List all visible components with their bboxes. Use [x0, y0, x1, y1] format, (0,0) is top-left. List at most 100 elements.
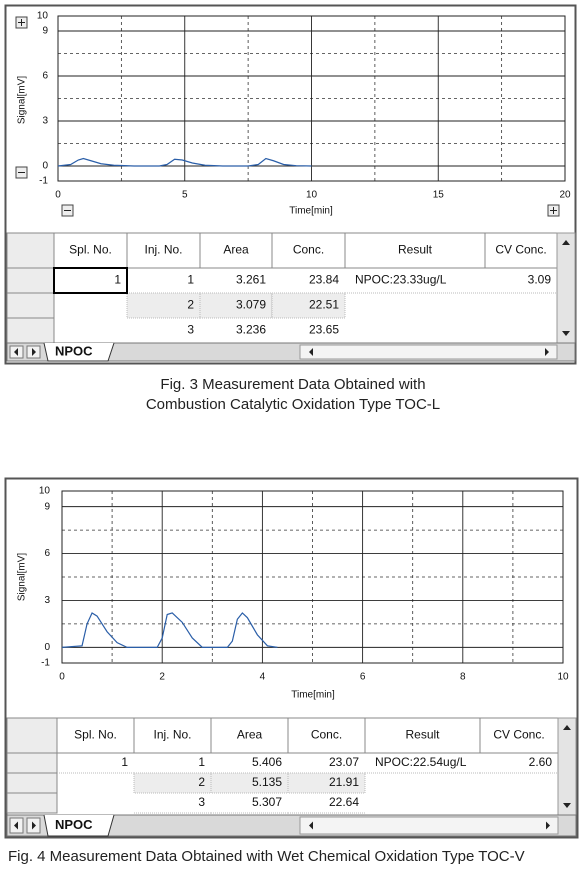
- y-tick-label: 10: [37, 11, 49, 22]
- header-text: Conc.: [311, 728, 342, 742]
- cell-text: 22.64: [329, 795, 359, 809]
- tab[interactable]: [43, 342, 115, 362]
- header-text: Spl. No.: [74, 728, 117, 742]
- x-tick-label: 0: [59, 672, 65, 683]
- cell-text: NPOC:23.33ug/L: [355, 273, 447, 287]
- cell-text: 23.65: [309, 323, 339, 337]
- header-text: Area: [223, 243, 249, 257]
- cell-text: 21.91: [329, 775, 359, 789]
- y-tick-label: 6: [44, 548, 50, 559]
- y-tick-label: 3: [42, 116, 48, 127]
- shaded-cell: [199, 292, 273, 319]
- scroll-left[interactable]: [309, 821, 313, 830]
- row-header-column: [6, 232, 55, 344]
- y-tick-label: -1: [41, 658, 50, 669]
- x-tick-label: 10: [306, 190, 318, 201]
- zoom-in-y[interactable]: [15, 16, 28, 29]
- cell-text: 3: [187, 323, 194, 337]
- cell-text: 23.84: [309, 273, 339, 287]
- header-cell: [53, 232, 128, 269]
- header-cell: [287, 717, 366, 754]
- zoom-out-y[interactable]: [15, 166, 28, 179]
- x-axis-title: Time[min]: [289, 206, 333, 217]
- x-tick-label: 2: [159, 672, 165, 683]
- y-tick-label: 10: [39, 486, 51, 497]
- caption: Fig. 3 Measurement Data Obtained with: [160, 376, 425, 393]
- x-axis-title: Time[min]: [291, 690, 335, 701]
- scroll-down[interactable]: [563, 803, 571, 808]
- y-tick-label: 9: [42, 26, 48, 37]
- y-tick-label: 0: [44, 642, 50, 653]
- cell-text: NPOC:22.54ug/L: [375, 755, 467, 769]
- x-tick-label: 15: [433, 190, 445, 201]
- vertical-scrollbar[interactable]: [556, 232, 576, 344]
- tab-nav-arrow: [32, 348, 36, 356]
- scroll-left[interactable]: [309, 348, 313, 356]
- cell-text: 3.261: [236, 273, 266, 287]
- cell-text: 2.60: [529, 755, 553, 769]
- tab-nav-arrow: [14, 821, 18, 830]
- cell-text: 5.135: [252, 775, 282, 789]
- selected-cell: [53, 267, 128, 294]
- x-tick-label: 5: [182, 190, 188, 201]
- scroll-down[interactable]: [562, 331, 570, 336]
- x-tick-label: 4: [260, 672, 266, 683]
- cell-text: 3.09: [528, 273, 552, 287]
- cell-text: 3.236: [236, 323, 266, 337]
- signal-line: [61, 612, 278, 648]
- y-axis-title: Signal[mV]: [17, 76, 28, 125]
- header-text: Area: [237, 728, 263, 742]
- zoom-out-x[interactable]: [61, 204, 74, 217]
- header-cell: [484, 232, 558, 269]
- vertical-scrollbar[interactable]: [557, 717, 577, 816]
- cell-text: 22.51: [309, 298, 339, 312]
- shaded-cell: [271, 292, 346, 319]
- header-cell: [479, 717, 559, 754]
- y-tick-label: 6: [42, 71, 48, 82]
- scroll-right[interactable]: [546, 821, 550, 830]
- row-header-column: [6, 717, 58, 814]
- tab-nav-arrow: [14, 348, 18, 356]
- cell-text: 5.406: [252, 755, 282, 769]
- header-text: CV Conc.: [493, 728, 544, 742]
- header-text: CV Conc.: [495, 243, 546, 257]
- tab-nav-arrow: [32, 821, 36, 830]
- shaded-cell: [126, 292, 201, 319]
- header-text: Inj. No.: [144, 243, 182, 257]
- header-text: Result: [405, 728, 440, 742]
- cell-text: 1: [187, 273, 194, 287]
- tab-label: NPOC: [55, 343, 93, 358]
- header-text: Spl. No.: [69, 243, 112, 257]
- header-cell: [271, 232, 346, 269]
- x-tick-label: 20: [559, 190, 571, 201]
- y-axis-title: Signal[mV]: [17, 553, 28, 602]
- horizontal-scrollbar[interactable]: [299, 816, 559, 835]
- tab-label: NPOC: [55, 817, 93, 832]
- header-cell: [126, 232, 201, 269]
- cell-text: 1: [121, 755, 128, 769]
- horizontal-scrollbar[interactable]: [299, 344, 558, 360]
- header-cell: [199, 232, 273, 269]
- header-text: Result: [398, 243, 433, 257]
- x-tick-label: 6: [360, 672, 366, 683]
- cell-text: 3: [198, 795, 205, 809]
- scroll-up[interactable]: [562, 240, 570, 245]
- shaded-cell: [287, 772, 366, 794]
- cell-text: 5.307: [252, 795, 282, 809]
- y-tick-label: 9: [44, 501, 50, 512]
- y-tick-label: 3: [44, 595, 50, 606]
- caption: Fig. 4 Measurement Data Obtained with We…: [8, 848, 525, 865]
- scroll-up[interactable]: [563, 725, 571, 730]
- cell-text: 1: [114, 273, 121, 287]
- scroll-right[interactable]: [545, 348, 549, 356]
- header-cell: [133, 717, 212, 754]
- tab[interactable]: [43, 814, 115, 837]
- caption: Combustion Catalytic Oxidation Type TOC-…: [146, 396, 440, 413]
- y-tick-label: 0: [42, 161, 48, 172]
- header-text: Inj. No.: [153, 728, 191, 742]
- zoom-in-x[interactable]: [547, 204, 560, 217]
- y-tick-label: -1: [39, 176, 48, 187]
- x-tick-label: 0: [55, 190, 61, 201]
